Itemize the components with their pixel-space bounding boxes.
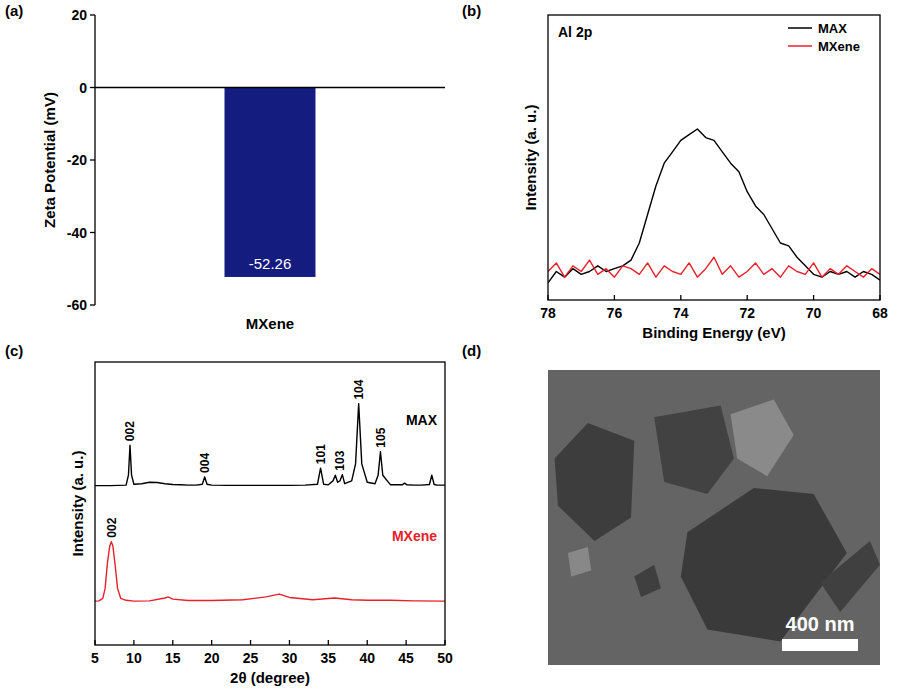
series-label: MXene	[392, 528, 437, 544]
tick-label: 5	[91, 650, 99, 666]
legend-label: MAX	[818, 21, 847, 36]
tick-label: 0	[79, 80, 87, 96]
tick-label: 70	[806, 305, 822, 321]
tick-mark	[328, 640, 329, 645]
axis-title: Binding Energy (eV)	[642, 324, 785, 341]
tick-label: -20	[67, 152, 87, 168]
series-line	[95, 542, 445, 601]
axis-title: Zeta Potential (mV)	[41, 92, 58, 228]
tick-label: 74	[673, 305, 689, 321]
legend-swatch	[788, 27, 812, 29]
flake	[731, 400, 794, 477]
plot-area	[225, 88, 316, 277]
tick-label: 25	[243, 650, 259, 666]
peak-label: 105	[374, 427, 388, 447]
tick-mark	[614, 295, 615, 300]
flake	[820, 541, 880, 612]
tick-label: 40	[359, 650, 375, 666]
axis-title: 2θ (degree)	[230, 669, 310, 686]
category-label: MXene	[246, 315, 294, 332]
tick-mark	[813, 295, 814, 300]
series-line	[548, 257, 880, 277]
legend-label: MXene	[818, 39, 860, 54]
axis-title: Intensity (a. u.)	[69, 451, 86, 557]
tick-label: 68	[872, 305, 888, 321]
tick-label: 50	[437, 650, 453, 666]
scale-label: 400 nm	[786, 613, 855, 635]
legend-swatch	[788, 45, 812, 47]
figure: (a) -52.26 MXene -60 -40 -20 0 20 Zeta Potential…	[0, 0, 903, 693]
tick-label: 10	[126, 650, 142, 666]
panel-label: (a)	[5, 2, 23, 19]
tick-label: 35	[321, 650, 337, 666]
tick-mark	[94, 640, 95, 645]
axis-title: Intensity (a. u.)	[522, 105, 539, 211]
tick-mark	[680, 295, 681, 300]
panel-label: (c)	[5, 342, 23, 359]
frame	[548, 15, 880, 300]
frame	[95, 362, 445, 645]
tick-mark	[444, 640, 445, 645]
tick-mark	[90, 14, 95, 15]
panel: (a) -52.26 MXene -60 -40 -20 0 20 Zeta Potential…	[5, 2, 445, 332]
annotation: Al 2p	[558, 24, 592, 40]
panel-label: (b)	[462, 2, 481, 19]
tick-mark	[90, 304, 95, 305]
peak-label: 002	[123, 421, 137, 441]
flake	[634, 565, 661, 597]
series-line	[95, 404, 445, 486]
bar	[225, 88, 316, 277]
tick-label: 20	[204, 650, 220, 666]
series-line	[548, 129, 880, 283]
flake	[568, 547, 591, 577]
panel-label: (d)	[462, 342, 481, 359]
tick-label: -60	[67, 297, 87, 313]
tick-mark	[747, 295, 748, 300]
legend: MAX MXene	[788, 21, 860, 54]
tick-mark	[547, 295, 548, 300]
tick-mark	[367, 640, 368, 645]
micrograph	[548, 370, 880, 665]
tick-mark	[133, 640, 134, 645]
labels: 002 004 101 103 104 105 MAX 002 MXene	[105, 379, 438, 544]
tick-mark	[172, 640, 173, 645]
tick-mark	[90, 159, 95, 160]
tick-mark	[879, 295, 880, 300]
series-label: MAX	[406, 412, 438, 428]
peak-label: 004	[198, 453, 212, 473]
peak-label: 002	[105, 517, 119, 537]
tick-mark	[289, 640, 290, 645]
tick-mark	[211, 640, 212, 645]
tick-label: 76	[607, 305, 623, 321]
panel: (c) 002 004 101 103 104 105 MAX 002 MXene 5 10 15 20 2…	[5, 342, 453, 686]
tick-mark	[90, 87, 95, 88]
tick-label: 72	[739, 305, 755, 321]
flake	[555, 423, 635, 541]
labels: Al 2p	[558, 24, 592, 40]
panel: (b) Al 2p 78 76 74 72 70 68 Binding Energy (eV) I…	[462, 2, 888, 341]
peak-label: 101	[314, 444, 328, 464]
peak-label: 103	[333, 450, 347, 470]
peak-label: 104	[352, 379, 366, 399]
flake	[654, 405, 734, 494]
panel: (d) 400 nm	[462, 342, 880, 665]
tick-mark	[90, 232, 95, 233]
tick-mark	[250, 640, 251, 645]
labels: -52.26 MXene	[246, 255, 294, 332]
tick-label: -40	[67, 225, 87, 241]
tick-label: 20	[71, 7, 87, 23]
tick-label: 15	[165, 650, 181, 666]
tick-label: 45	[398, 650, 414, 666]
tick-mark	[405, 640, 406, 645]
plot-area	[95, 404, 445, 602]
zero-line	[95, 87, 445, 88]
data-label: -52.26	[249, 255, 292, 272]
tick-label: 30	[282, 650, 298, 666]
scale-bar	[782, 639, 858, 651]
plot-area	[548, 129, 880, 283]
tick-label: 78	[540, 305, 556, 321]
